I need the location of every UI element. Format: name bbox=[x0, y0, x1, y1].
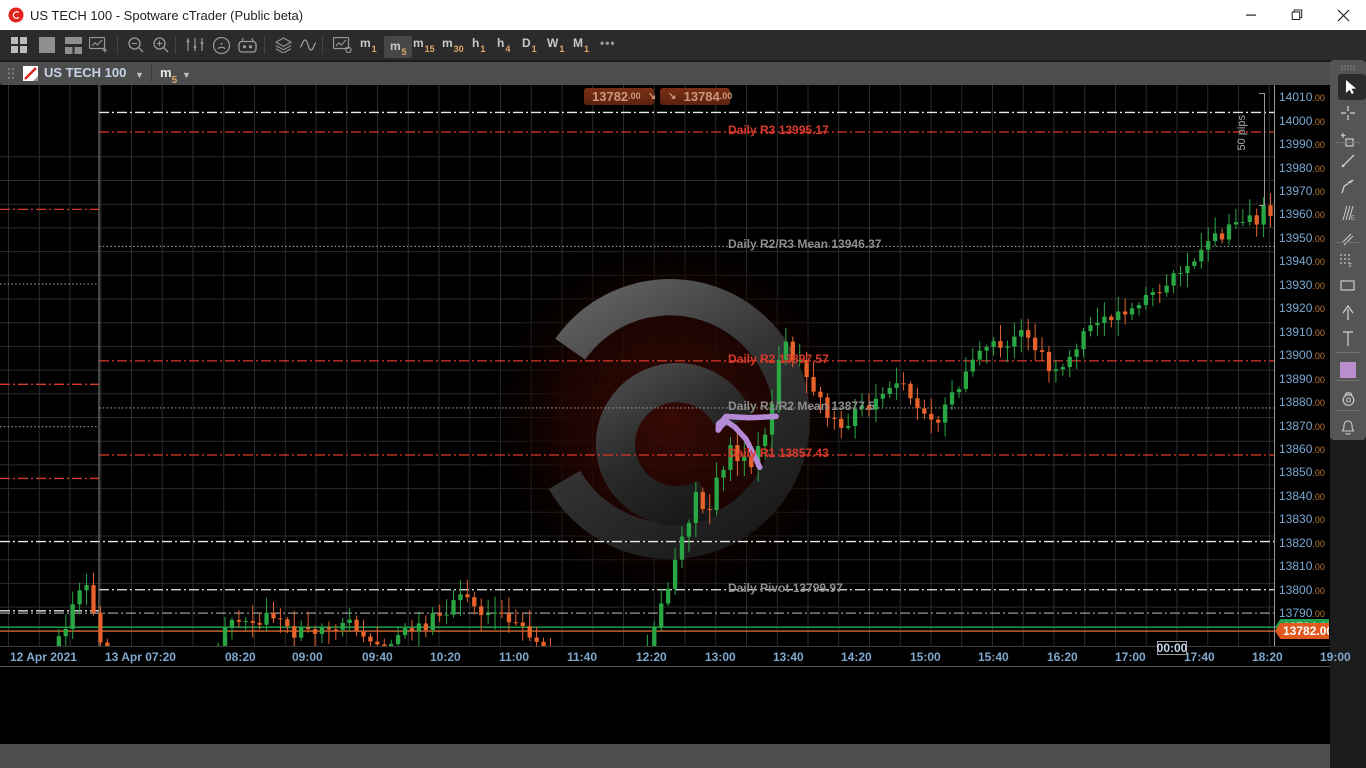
svg-text:F: F bbox=[1349, 264, 1353, 268]
svg-text:E: E bbox=[1351, 216, 1355, 221]
